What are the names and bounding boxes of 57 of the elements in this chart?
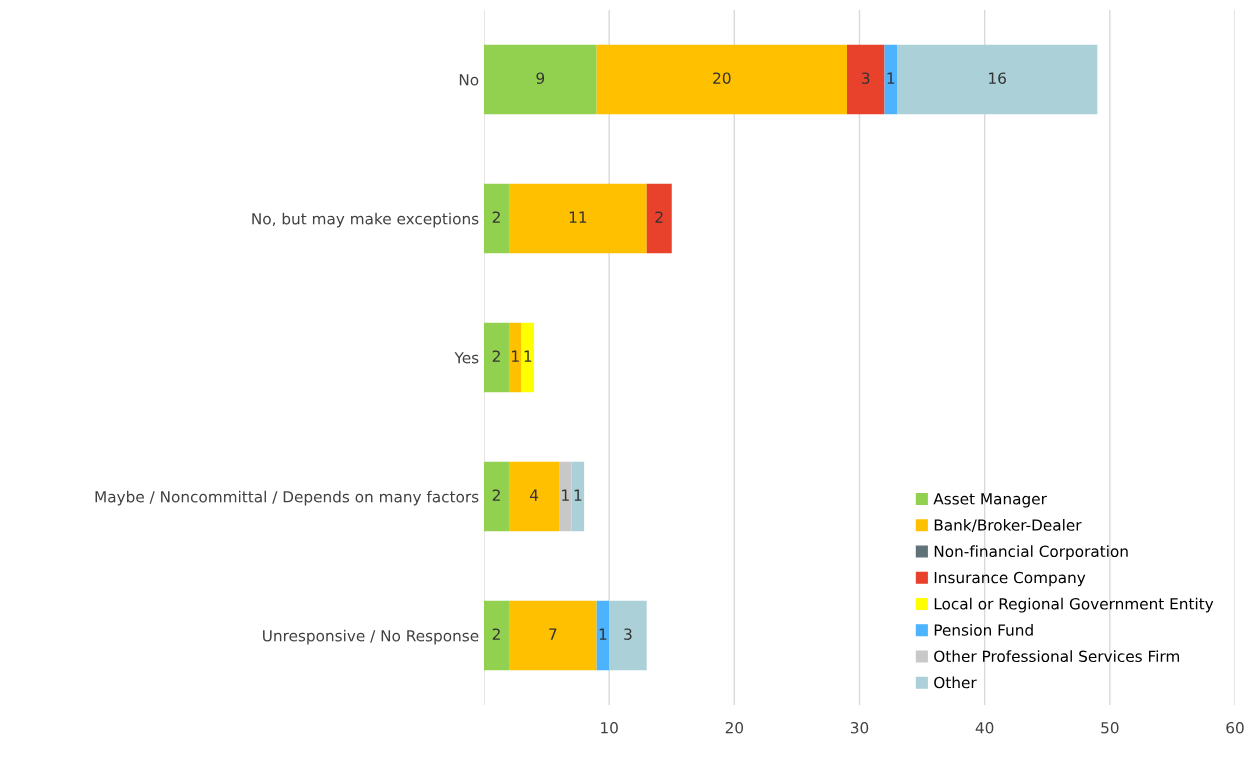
bar <box>484 461 510 532</box>
bar <box>609 600 647 671</box>
bar <box>509 183 647 254</box>
x-tick-label: 40 <box>975 721 994 734</box>
data-label: 1 <box>562 489 569 501</box>
data-label: 1 <box>512 350 519 362</box>
bar <box>484 600 510 671</box>
bar <box>846 44 885 115</box>
y-tick-label: No, but may make exceptions <box>252 212 479 228</box>
data-label: 2 <box>655 211 663 223</box>
data-label: 4 <box>529 489 539 501</box>
legend-label: Insurance Company <box>934 571 1086 587</box>
data-label: 9 <box>536 72 545 84</box>
bar <box>596 600 610 671</box>
data-label: 1 <box>887 72 895 84</box>
bar <box>484 183 510 254</box>
legend-label: Other <box>934 676 977 689</box>
data-label: 1 <box>574 489 582 501</box>
bar <box>646 183 672 254</box>
bar <box>484 322 510 393</box>
legend-label: Asset Manager <box>933 493 1047 508</box>
bar <box>521 322 535 393</box>
x-tick-label: 60 <box>1226 721 1244 734</box>
x-tick-label: 50 <box>1101 721 1119 734</box>
y-tick-label: Unresponsive / No Response <box>263 629 479 645</box>
x-tick-label: 10 <box>601 721 618 734</box>
bar <box>559 461 572 532</box>
legend-label: Pension Fund <box>934 623 1033 636</box>
legend-label: Local or Regional Government Entity <box>934 597 1214 613</box>
data-label: 2 <box>492 350 500 362</box>
y-tick-label: Maybe / Noncommittal / Depends on many factors <box>95 490 479 506</box>
data-label: 2 <box>492 489 500 501</box>
bar <box>509 600 597 671</box>
bar <box>897 44 1098 115</box>
x-tick-label: 20 <box>725 721 744 734</box>
bar <box>509 461 560 532</box>
bar <box>509 322 522 393</box>
bar <box>484 44 597 115</box>
legend-label: Other Professional Services Firm <box>934 650 1179 663</box>
data-label: 11 <box>569 211 587 223</box>
y-tick-label: No <box>459 74 479 86</box>
bar <box>884 44 898 115</box>
legend-label: Non-financial Corporation <box>934 545 1128 561</box>
y-tick-label: Yes <box>454 352 479 364</box>
data-label: 7 <box>549 628 557 640</box>
data-label: 1 <box>599 628 607 640</box>
data-label: 1 <box>524 350 532 362</box>
bar <box>571 461 585 532</box>
data-label: 20 <box>713 72 731 84</box>
data-label: 3 <box>862 72 870 84</box>
data-label: 3 <box>624 628 632 640</box>
x-tick-label: 30 <box>850 721 869 734</box>
data-label: 2 <box>492 628 500 640</box>
legend-label: Bank/Broker-Dealer <box>934 519 1082 533</box>
data-label: 2 <box>492 211 500 223</box>
bar <box>596 44 847 115</box>
data-label: 16 <box>989 72 1006 84</box>
